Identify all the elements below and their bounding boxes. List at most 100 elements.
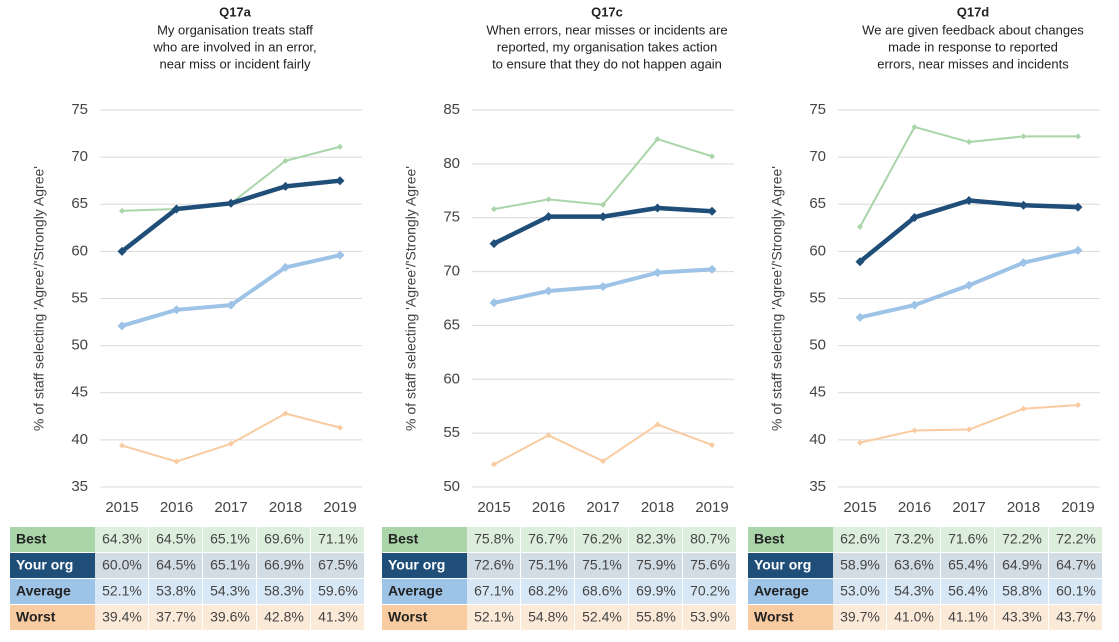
y-tick-label: 65 <box>71 195 88 212</box>
table-cell <box>833 579 886 604</box>
table-cell <box>95 579 148 604</box>
chart-subtitle: When errors, near misses or incidents ar… <box>486 22 727 37</box>
data-point <box>653 203 662 213</box>
series-line <box>493 138 713 211</box>
chart-title: Q17d <box>957 4 990 19</box>
chart-subtitle: reported, my organisation takes action <box>497 39 717 54</box>
legend-label: Average <box>388 583 443 599</box>
y-tick-label: 75 <box>71 101 88 118</box>
data-label: 39.4% <box>102 609 142 625</box>
data-label: 58.9% <box>840 557 880 573</box>
data-label: 70.2% <box>690 583 730 599</box>
data-label: 75.1% <box>582 557 622 573</box>
data-point <box>1019 200 1028 210</box>
data-label: 43.3% <box>1002 609 1042 625</box>
table-cell <box>311 527 364 552</box>
data-label: 68.2% <box>528 583 568 599</box>
table-row-label-cell <box>10 579 95 604</box>
table-row-label-cell <box>10 527 95 552</box>
table-cell <box>95 527 148 552</box>
table-cell <box>887 579 940 604</box>
x-tick-label: 2015 <box>105 499 138 516</box>
table-cell <box>995 527 1048 552</box>
data-label: 67.1% <box>474 583 514 599</box>
data-point <box>489 298 499 308</box>
data-point <box>600 201 606 208</box>
table-cell <box>521 605 574 630</box>
data-point <box>545 196 552 203</box>
data-label: 71.6% <box>948 531 988 547</box>
chart-subtitle: errors, near misses and incidents <box>877 56 1069 71</box>
data-label: 64.7% <box>1056 557 1096 573</box>
table-cell <box>203 527 256 552</box>
table-cell <box>521 553 574 578</box>
data-label: 56.4% <box>948 583 988 599</box>
data-point <box>1075 133 1081 140</box>
data-point <box>964 195 974 205</box>
data-point <box>1020 133 1027 140</box>
table-row-label-cell <box>748 553 833 578</box>
table-row-label-cell <box>748 605 833 630</box>
data-label: 41.3% <box>318 609 358 625</box>
data-label: 69.9% <box>636 583 676 599</box>
series-line <box>120 178 341 254</box>
data-label: 76.7% <box>528 531 568 547</box>
data-point <box>855 257 865 267</box>
data-point <box>910 212 919 222</box>
y-tick-label: 45 <box>71 384 88 401</box>
legend-label: Worst <box>16 609 56 625</box>
data-label: 82.3% <box>636 531 676 547</box>
data-label: 63.6% <box>894 557 934 573</box>
data-point <box>1073 245 1083 255</box>
data-label: 64.3% <box>102 531 142 547</box>
table-cell <box>1049 605 1102 630</box>
table-cell <box>311 579 364 604</box>
data-label: 67.5% <box>318 557 358 573</box>
data-point <box>857 439 863 446</box>
data-point <box>545 432 552 439</box>
y-tick-label: 40 <box>71 431 88 448</box>
y-tick-label: 80 <box>443 155 460 172</box>
table-cell <box>467 527 520 552</box>
y-tick-label: 60 <box>809 242 826 259</box>
data-label: 52.1% <box>102 583 142 599</box>
legend-label: Best <box>754 531 785 547</box>
y-tick-label: 75 <box>809 101 826 118</box>
table-cell <box>941 579 994 604</box>
data-point <box>119 207 125 214</box>
data-point <box>489 239 499 249</box>
x-tick-label: 2019 <box>1061 499 1094 516</box>
y-axis-label: % of staff selecting 'Agree'/'Strongly A… <box>403 166 419 431</box>
data-label: 69.6% <box>264 531 304 547</box>
y-tick-label: 50 <box>71 337 88 354</box>
chart-title: Q17c <box>591 4 623 19</box>
table-cell <box>311 605 364 630</box>
table-row-label-cell <box>748 579 833 604</box>
table-cell <box>257 605 310 630</box>
legend-label: Average <box>754 583 809 599</box>
table-cell <box>683 605 736 630</box>
data-point <box>119 442 125 449</box>
data-point <box>281 262 290 272</box>
y-tick-label: 75 <box>443 209 460 226</box>
data-point <box>1019 258 1028 268</box>
table-row-label-cell <box>382 605 467 630</box>
y-tick-label: 55 <box>443 424 460 441</box>
data-label: 72.2% <box>1056 531 1096 547</box>
table-row-label-cell <box>748 527 833 552</box>
chart-subtitle: We are given feedback about changes <box>862 22 1084 37</box>
table-cell <box>149 579 202 604</box>
data-label: 58.8% <box>1002 583 1042 599</box>
table-cell <box>257 579 310 604</box>
data-label: 43.7% <box>1056 609 1096 625</box>
y-tick-label: 85 <box>443 101 460 118</box>
data-point <box>653 268 662 278</box>
series-line <box>858 198 1079 264</box>
table-cell <box>995 553 1048 578</box>
data-point <box>598 282 608 292</box>
data-point <box>598 212 608 222</box>
data-label: 64.9% <box>1002 557 1042 573</box>
data-label: 41.0% <box>894 609 934 625</box>
table-cell <box>683 579 736 604</box>
x-tick-label: 2017 <box>214 499 247 516</box>
